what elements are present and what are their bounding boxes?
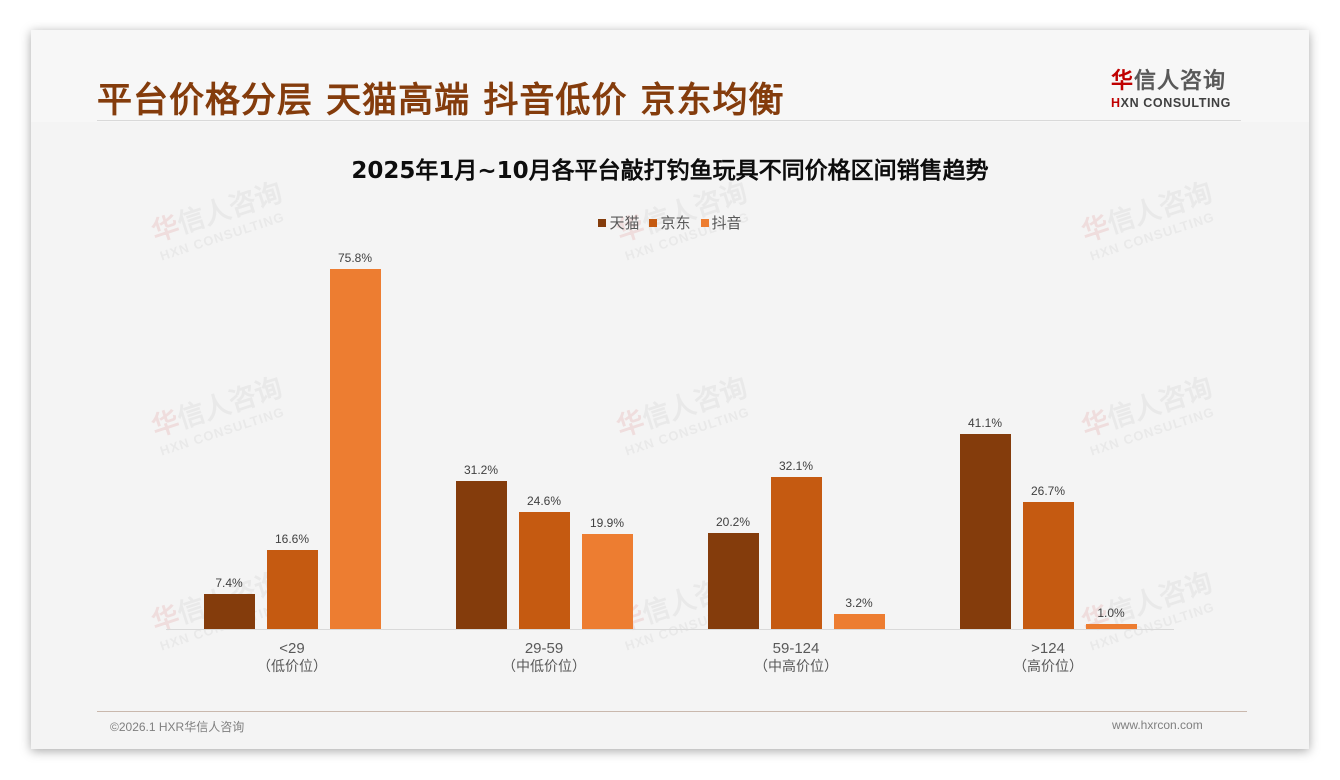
x-axis-category-label: <29 （低价位） (257, 640, 327, 675)
bar-value-label: 16.6% (274, 532, 310, 546)
bar (1022, 502, 1074, 629)
bar (1085, 624, 1137, 629)
footer-divider (97, 711, 1247, 712)
bar (203, 594, 255, 629)
bar-group: 41.1% 26.7% 1.0% >124 （高价位） (922, 230, 1174, 675)
page-title: 平台价格分层 天猫高端 抖音低价 京东均衡 (97, 81, 785, 121)
bar-value-label: 20.2% (715, 515, 751, 529)
bar-value-label: 19.9% (589, 516, 625, 530)
bar-value-label: 24.6% (526, 494, 562, 508)
bar-value-label: 1.0% (1097, 606, 1125, 620)
bar (770, 477, 822, 629)
legend-swatch-icon (649, 218, 658, 227)
chart-title: 2025年1月~10月各平台敲打钓鱼玩具不同价格区间销售趋势 (351, 158, 989, 184)
x-axis-category-label: 59-124 （中高价位） (754, 640, 838, 675)
legend-item-douyin: 抖音 (700, 212, 742, 233)
bar-group: 31.2% 24.6% 19.9% 29-59 （中低价位） (418, 230, 670, 675)
bar-value-label: 41.1% (967, 416, 1003, 430)
bar-value-label: 32.1% (778, 459, 814, 473)
bar-value-label: 3.2% (845, 596, 873, 610)
bar (329, 269, 381, 629)
header-band (31, 30, 1309, 122)
footer-website: www.hxrcon.com (1112, 718, 1203, 732)
bar-value-label: 31.2% (463, 463, 499, 477)
logo-cn-text: 华信人咨询 (1111, 69, 1227, 94)
bar-value-label: 7.4% (215, 576, 243, 590)
bar-value-label: 75.8% (337, 251, 373, 265)
chart-legend: 天猫 京东 抖音 (31, 212, 1309, 233)
title-divider (97, 120, 1241, 121)
bar-chart-plot-area: 7.4% 16.6% 75.8% <29 （低价位） 31.2% 24.6% 19.9% 29-… (166, 230, 1174, 675)
legend-swatch-icon (598, 218, 607, 227)
x-axis-category-label: >124 （高价位） (1013, 640, 1083, 675)
x-axis-category-label: 29-59 （中低价位） (502, 640, 586, 675)
bar (266, 550, 318, 629)
bar (455, 481, 507, 629)
bar (959, 434, 1011, 629)
company-logo: 华信人咨询 HXN CONSULTING (1111, 63, 1241, 110)
bar (581, 534, 633, 629)
bar-value-label: 26.7% (1030, 484, 1066, 498)
bar-group: 20.2% 32.1% 3.2% 59-124 （中高价位） (670, 230, 922, 675)
footer-copyright: ©2026.1 HXR华信人咨询 (110, 720, 245, 734)
bar (833, 614, 885, 629)
x-axis-line (166, 629, 1174, 630)
legend-swatch-icon (700, 218, 709, 227)
slide: 平台价格分层 天猫高端 抖音低价 京东均衡 华信人咨询 HXN CONSULTI… (31, 30, 1309, 749)
bar-group: 7.4% 16.6% 75.8% <29 （低价位） (166, 230, 418, 675)
bar (518, 512, 570, 629)
legend-item-tmall: 天猫 (598, 212, 639, 233)
logo-en-text: HXN CONSULTING (1111, 96, 1231, 110)
bar (707, 533, 759, 629)
legend-item-jd: 京东 (649, 212, 691, 233)
